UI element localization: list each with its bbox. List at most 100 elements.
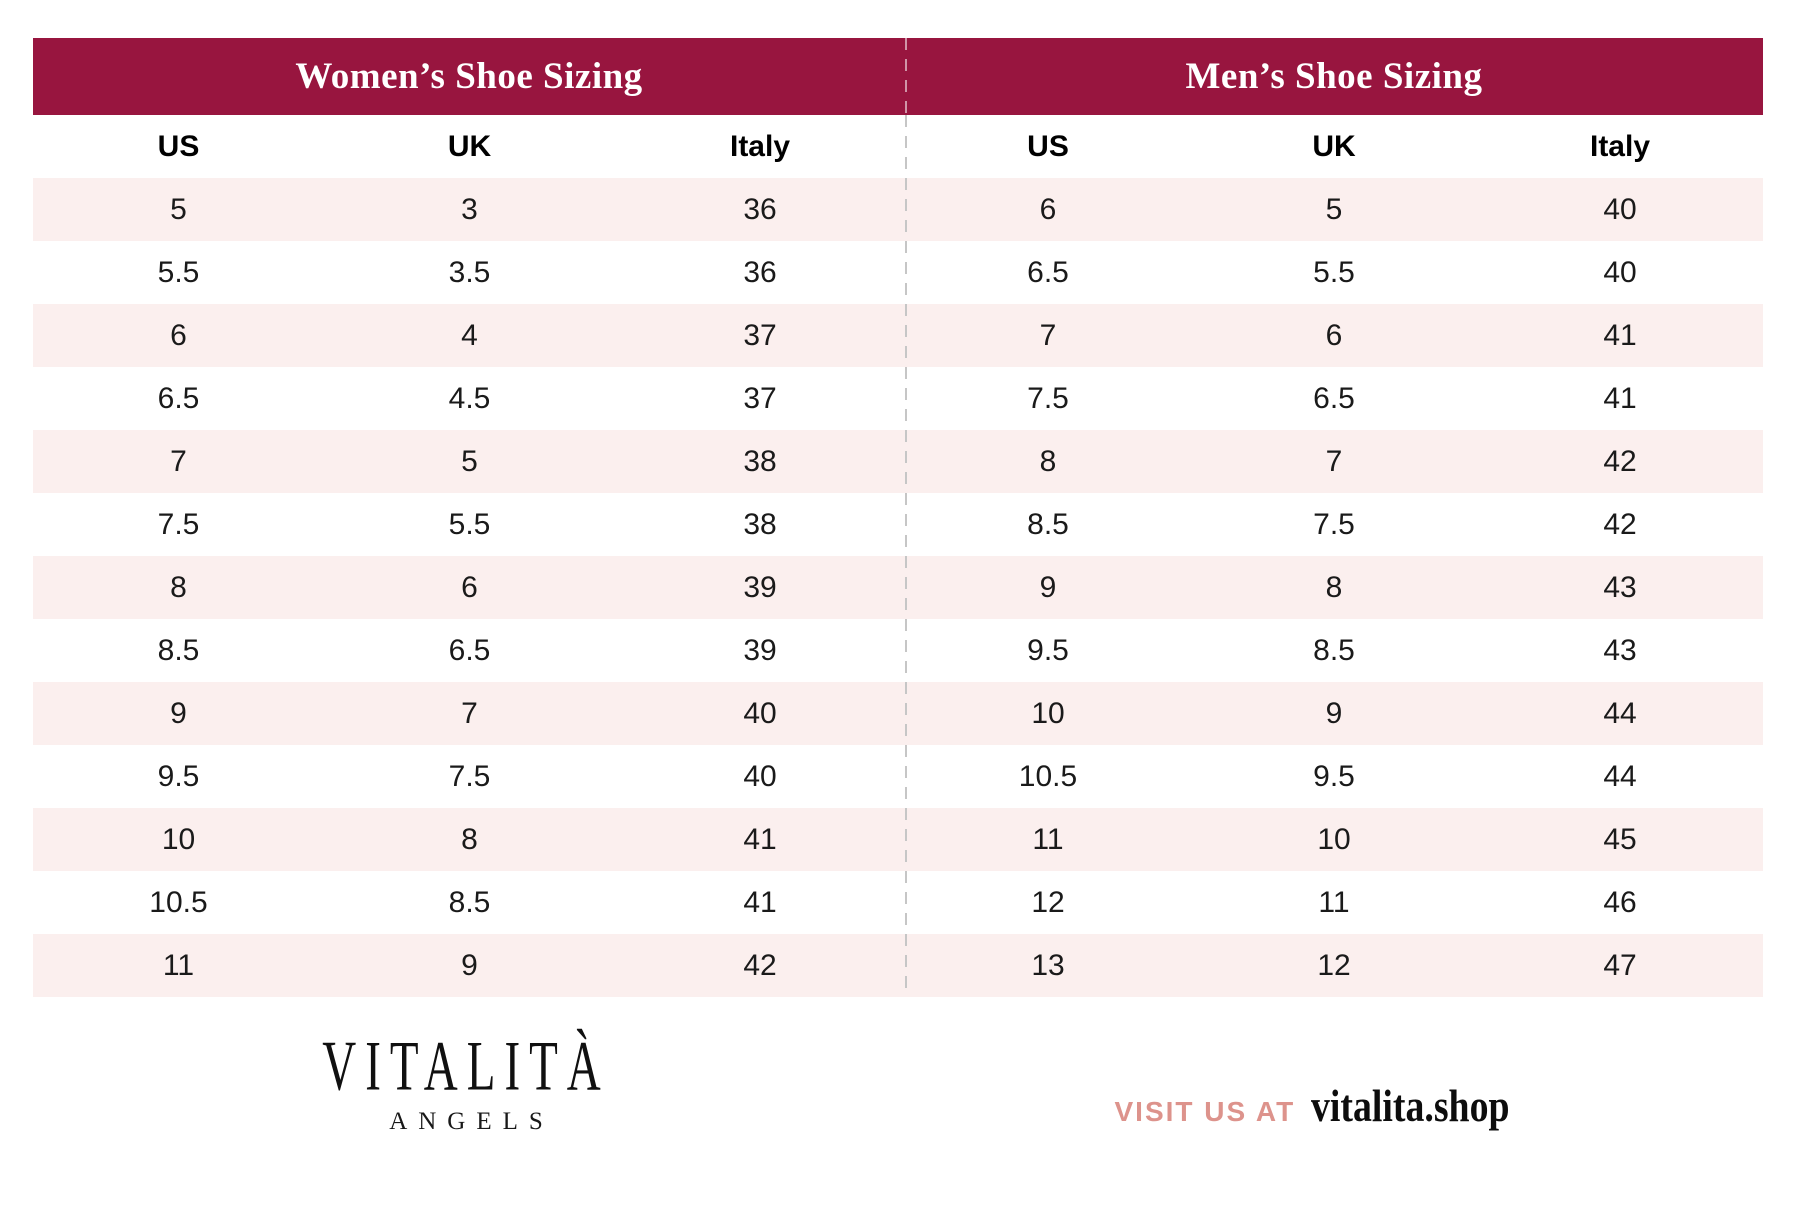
table-cell: 41 bbox=[743, 822, 777, 856]
brand-subtitle-text: ANGELS bbox=[389, 1108, 554, 1135]
table-cell: 5.5 bbox=[1313, 255, 1355, 289]
table-row: 10.5 8.5 41 12 11 46 bbox=[33, 871, 1763, 934]
table-cell: 40 bbox=[1603, 192, 1637, 226]
table-cell: 39 bbox=[743, 570, 777, 604]
table-cell: 13 bbox=[1031, 948, 1065, 982]
center-divider-body-segment bbox=[905, 115, 907, 997]
mens-col-us: US bbox=[1027, 129, 1069, 163]
table-cell: 7 bbox=[170, 444, 187, 478]
table-cell: 40 bbox=[743, 759, 777, 793]
visit-us-label: VISIT US AT bbox=[1114, 1096, 1296, 1127]
column-header-row: US UK Italy US UK Italy bbox=[33, 115, 1763, 178]
table-cell: 5.5 bbox=[448, 507, 491, 541]
table-cell: 39 bbox=[743, 633, 777, 667]
table-cell: 42 bbox=[743, 948, 777, 982]
table-cell: 47 bbox=[1603, 948, 1637, 982]
table-cell: 5 bbox=[170, 192, 187, 226]
womens-col-us: US bbox=[157, 129, 200, 163]
table-cell: 46 bbox=[1603, 885, 1637, 919]
table-cell: 7 bbox=[1039, 318, 1057, 352]
table-cell: 8 bbox=[1325, 570, 1343, 604]
table-cell: 5 bbox=[461, 444, 478, 478]
womens-table-title: Women’s Shoe Sizing bbox=[295, 56, 643, 97]
table-cell: 6 bbox=[1039, 192, 1057, 226]
table-cell: 5.5 bbox=[157, 255, 200, 289]
table-cell: 8.5 bbox=[1313, 633, 1355, 667]
center-divider-header-segment bbox=[905, 38, 907, 115]
table-cell: 41 bbox=[743, 885, 777, 919]
table-cell: 9.5 bbox=[157, 759, 200, 793]
table-cell: 9 bbox=[1039, 570, 1057, 604]
table-row: 5 3 36 6 5 40 bbox=[33, 178, 1763, 241]
table-cell: 43 bbox=[1603, 570, 1637, 604]
table-cell: 36 bbox=[743, 192, 777, 226]
table-cell: 3 bbox=[461, 192, 478, 226]
table-cell: 36 bbox=[743, 255, 777, 289]
table-cell: 5 bbox=[1325, 192, 1343, 226]
table-cell: 42 bbox=[1603, 444, 1637, 478]
table-cell: 7.5 bbox=[1313, 507, 1355, 541]
table-cell: 11 bbox=[1032, 822, 1064, 856]
table-row: 9 7 40 10 9 44 bbox=[33, 682, 1763, 745]
table-cell: 6.5 bbox=[1313, 381, 1355, 415]
table-row: 7 5 38 8 7 42 bbox=[33, 430, 1763, 493]
table-cell: 3.5 bbox=[448, 255, 491, 289]
table-cell: 9.5 bbox=[1027, 633, 1069, 667]
table-cell: 44 bbox=[1603, 759, 1637, 793]
table-cell: 41 bbox=[1603, 318, 1637, 352]
brand-name-text: VITALITÀ bbox=[322, 1028, 610, 1106]
table-rows: 5 3 36 6 5 40 5.5 3.5 36 6.5 5.5 40 6 4 37 7 6 41 6.5 4.5 37… bbox=[33, 178, 1763, 997]
table-cell: 8 bbox=[1039, 444, 1057, 478]
table-cell: 8.5 bbox=[448, 885, 491, 919]
table-cell: 12 bbox=[1031, 885, 1065, 919]
table-cell: 6.5 bbox=[448, 633, 491, 667]
size-conversion-table: Women’s Shoe Sizing Men’s Shoe Sizing US… bbox=[33, 38, 1763, 997]
table-cell: 4 bbox=[461, 318, 478, 352]
table-cell: 6 bbox=[1325, 318, 1343, 352]
table-cell: 9 bbox=[170, 696, 187, 730]
table-row: 5.5 3.5 36 6.5 5.5 40 bbox=[33, 241, 1763, 304]
table-cell: 44 bbox=[1603, 696, 1637, 730]
table-cell: 43 bbox=[1603, 633, 1637, 667]
table-cell: 7 bbox=[1325, 444, 1343, 478]
table-cell: 10.5 bbox=[149, 885, 208, 919]
table-cell: 10 bbox=[161, 822, 196, 856]
table-cell: 45 bbox=[1603, 822, 1637, 856]
table-row: 8 6 39 9 8 43 bbox=[33, 556, 1763, 619]
table-cell: 12 bbox=[1317, 948, 1351, 982]
table-row: 6.5 4.5 37 7.5 6.5 41 bbox=[33, 367, 1763, 430]
mens-col-italy: Italy bbox=[1589, 129, 1651, 163]
table-cell: 9 bbox=[1325, 696, 1343, 730]
table-cell: 8.5 bbox=[1027, 507, 1069, 541]
table-row: 9.5 7.5 40 10.5 9.5 44 bbox=[33, 745, 1763, 808]
table-cell: 40 bbox=[1603, 255, 1637, 289]
table-row: 6 4 37 7 6 41 bbox=[33, 304, 1763, 367]
table-row: 10 8 41 11 10 45 bbox=[33, 808, 1763, 871]
mens-table-title: Men’s Shoe Sizing bbox=[1185, 56, 1483, 97]
table-cell: 6.5 bbox=[1027, 255, 1069, 289]
table-cell: 37 bbox=[743, 381, 777, 415]
table-cell: 8 bbox=[461, 822, 478, 856]
table-cell: 7.5 bbox=[448, 759, 491, 793]
table-title-bar: Women’s Shoe Sizing Men’s Shoe Sizing bbox=[33, 38, 1763, 115]
table-cell: 8.5 bbox=[157, 633, 200, 667]
table-cell: 38 bbox=[743, 444, 777, 478]
mens-col-uk: UK bbox=[1312, 129, 1356, 163]
table-cell: 8 bbox=[170, 570, 187, 604]
table-cell: 7.5 bbox=[157, 507, 200, 541]
table-cell: 4.5 bbox=[448, 381, 491, 415]
table-cell: 7.5 bbox=[1027, 381, 1069, 415]
table-cell: 42 bbox=[1603, 507, 1637, 541]
table-cell: 11 bbox=[162, 948, 195, 982]
table-cell: 10.5 bbox=[1018, 759, 1078, 793]
table-cell: 10 bbox=[1031, 696, 1065, 730]
table-row: 11 9 42 13 12 47 bbox=[33, 934, 1763, 997]
table-cell: 6.5 bbox=[157, 381, 200, 415]
table-cell: 11 bbox=[1318, 885, 1350, 919]
brand-logo: VITALITÀ ANGELS bbox=[33, 1028, 899, 1136]
womens-col-uk: UK bbox=[447, 129, 492, 163]
table-cell: 7 bbox=[461, 696, 478, 730]
table-row: 8.5 6.5 39 9.5 8.5 43 bbox=[33, 619, 1763, 682]
table-cell: 10 bbox=[1317, 822, 1351, 856]
womens-col-italy: Italy bbox=[729, 129, 791, 163]
